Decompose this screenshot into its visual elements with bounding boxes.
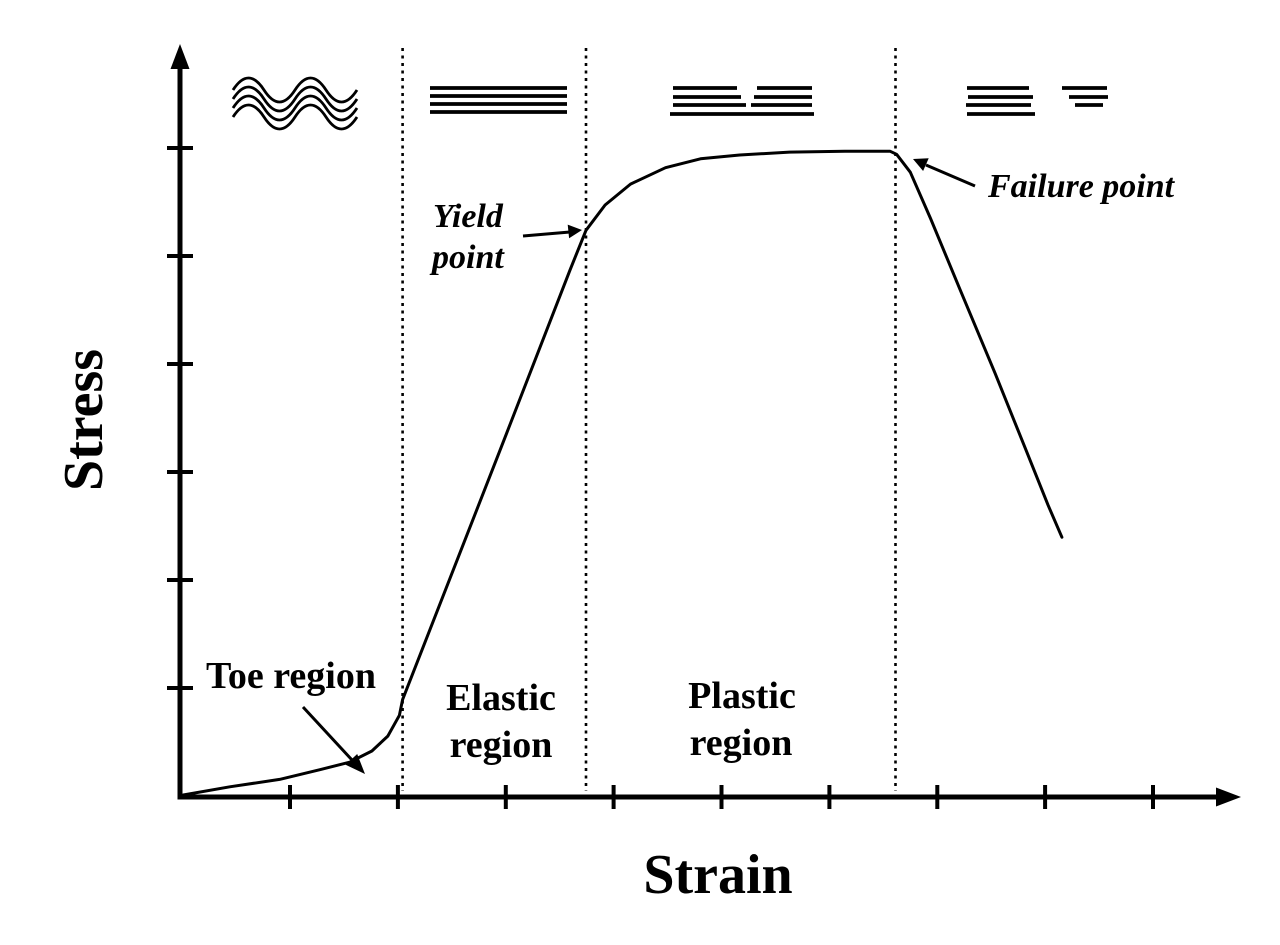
y-axis-arrow-icon <box>170 44 190 69</box>
elastic-region-label-line1: Elastic <box>446 677 556 719</box>
y-axis-ticks <box>167 146 193 690</box>
yield-point-arrow <box>522 224 582 239</box>
x-axis-ticks <box>288 785 1155 809</box>
yield-point-label-line2: point <box>429 239 505 276</box>
plastic-region-label-line2: region <box>690 722 793 764</box>
toe-region-label: Toe region <box>206 655 376 697</box>
x-axis-label: Strain <box>643 844 792 906</box>
crimped-fibers-icon <box>231 76 359 131</box>
y-axis-label: Stress <box>53 349 115 491</box>
elastic-region-label-line2: region <box>450 724 553 766</box>
failure-point-label: Failure point <box>987 168 1176 205</box>
ruptured-fibers-icon <box>966 86 1108 116</box>
toe-region-arrow <box>301 705 365 774</box>
plastic-region-label-line1: Plastic <box>688 675 796 717</box>
y-axis <box>167 44 193 797</box>
stress-strain-curve <box>181 149 1064 797</box>
x-axis-arrow-icon <box>1216 787 1241 807</box>
failure-point-arrow <box>913 158 976 188</box>
aligned-fibers-icon <box>430 86 567 114</box>
x-axis <box>177 785 1241 809</box>
partially-torn-fibers-icon <box>670 86 814 116</box>
yield-point-label-line1: Yield <box>433 198 504 235</box>
